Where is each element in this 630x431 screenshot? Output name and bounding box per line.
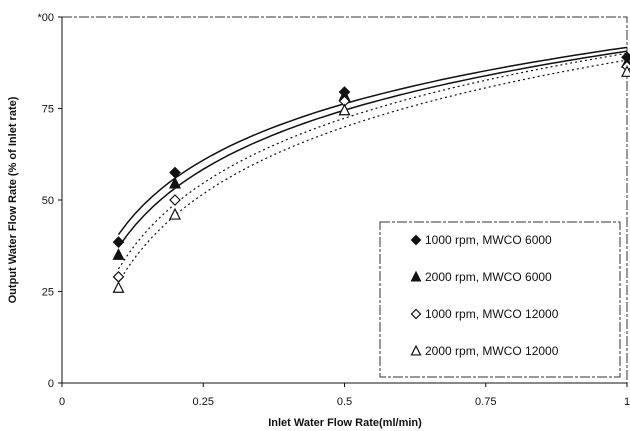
data-point-series-4	[338, 103, 351, 116]
legend-marker-series-2	[410, 270, 422, 282]
legend-marker-series-4	[410, 344, 422, 356]
legend-box	[379, 221, 621, 378]
data-point-series-2	[169, 176, 181, 189]
legend-marker-series-3	[410, 308, 422, 320]
legend-marker-series-1	[410, 234, 422, 246]
trendline-group	[117, 46, 628, 283]
y-tick-label: 75	[42, 104, 54, 116]
y-tick-label: 50	[42, 195, 54, 207]
y-tick-label: 0	[48, 378, 54, 390]
y-tick-label: *00	[37, 12, 54, 24]
trendline-series-1	[117, 46, 628, 236]
y-tick-group: 0 25 50 75 *00	[37, 12, 62, 390]
marker-group	[112, 51, 630, 293]
data-point-series-1	[112, 236, 125, 248]
x-axis-title: Inlet Water Flow Rate(ml/min)	[268, 417, 422, 429]
legend-label-series-3: 1000 rpm, MWCO 12000	[425, 307, 559, 321]
data-point-series-2	[112, 248, 125, 260]
legend-label-series-2: 2000 rpm, MWCO 6000	[425, 270, 552, 284]
y-tick-label: 25	[42, 287, 54, 299]
trendline-series-3	[117, 52, 628, 270]
data-point-series-4	[169, 207, 181, 220]
x-tick-group: 0 0.25 0.5 0.75 1	[59, 383, 630, 408]
data-point-series-3	[169, 194, 181, 206]
x-tick-label: 0.25	[193, 396, 214, 408]
legend-label-series-4: 2000 rpm, MWCO 12000	[425, 344, 559, 358]
x-tick-label: 0.5	[337, 396, 352, 408]
x-tick-label: 1	[624, 396, 630, 408]
legend: 1000 rpm, MWCO 6000 2000 rpm, MWCO 6000 10…	[379, 221, 621, 378]
x-tick-label: 0	[59, 396, 65, 408]
x-tick-label: 0.75	[475, 396, 496, 408]
data-point-series-4	[112, 281, 125, 293]
trendline-series-2	[117, 50, 628, 248]
data-point-series-3	[112, 271, 125, 283]
trendline-series-4	[117, 59, 628, 283]
y-axis-title: Output Water Flow Rate (% of Inlet rate)	[7, 96, 19, 303]
legend-label-series-1: 1000 rpm, MWCO 6000	[425, 233, 552, 247]
legend-items: 1000 rpm, MWCO 6000 2000 rpm, MWCO 6000 10…	[410, 233, 559, 358]
